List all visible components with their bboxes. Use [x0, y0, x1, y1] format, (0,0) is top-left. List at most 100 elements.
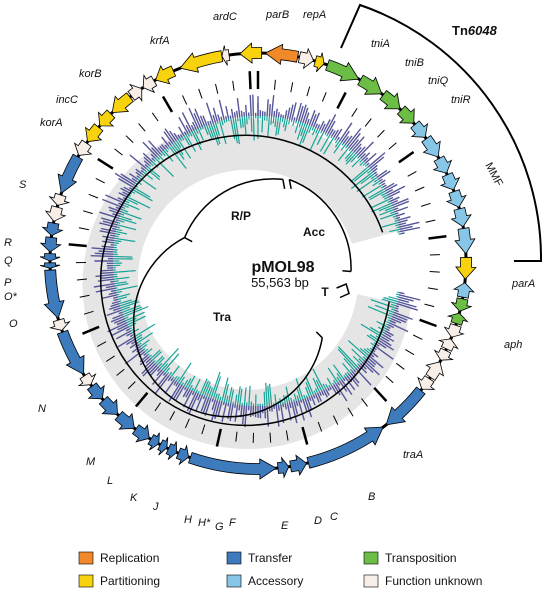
gc-content-bar — [383, 182, 395, 190]
gc-skew-bar — [356, 156, 360, 159]
gc-skew-bar — [121, 306, 131, 311]
gc-content-bar — [113, 317, 126, 324]
gc-skew-bar — [293, 399, 295, 402]
gc-content-bar — [233, 112, 236, 118]
gc-baseline — [100, 134, 390, 427]
gc-skew-bar — [265, 382, 268, 406]
gc-content-bar — [116, 320, 127, 326]
gc-content-bar — [327, 387, 330, 392]
gc-skew-bar — [156, 357, 165, 366]
gc-skew-bar — [221, 377, 229, 402]
gc-skew-bar — [337, 348, 357, 369]
gc-content-bar — [335, 383, 348, 402]
gc-skew-bar — [305, 395, 308, 398]
gc-content-bar — [293, 117, 296, 121]
gc-skew-bar — [193, 378, 201, 392]
gc-skew-bar — [312, 368, 325, 391]
gc-content-bar — [397, 298, 410, 303]
gc-skew-bar — [395, 293, 400, 296]
scale-tick — [427, 287, 438, 290]
gc-skew-bar — [204, 125, 209, 136]
gene-label-ardC: ardC — [213, 11, 237, 23]
scale-tick — [201, 424, 206, 435]
gc-skew-bar — [390, 303, 397, 307]
gc-content-bar — [243, 112, 246, 117]
gc-skew-bar — [319, 134, 331, 152]
scale-tick — [347, 407, 354, 417]
gc-content-bar — [286, 402, 292, 421]
gene-label-Hstar: H* — [198, 517, 211, 529]
gene-arrow-krfA — [155, 64, 177, 85]
gene-label-Q: Q — [4, 255, 13, 267]
gc-content-bar — [395, 212, 406, 217]
gc-skew-bar — [356, 177, 377, 192]
gc-content-bar — [95, 287, 116, 293]
gc-content-bar — [244, 405, 248, 428]
gene-arrow-gene-u10 — [44, 205, 67, 222]
gc-skew-bar — [381, 298, 397, 305]
scale-tick — [248, 71, 252, 90]
gc-content-bar — [280, 114, 282, 118]
gene-label-B: B — [368, 491, 375, 503]
gc-content-bar — [109, 305, 121, 310]
gc-content-bar — [376, 169, 388, 179]
gc-skew-bar — [130, 329, 134, 332]
gc-skew-bar — [115, 285, 138, 291]
gc-content-bar — [302, 398, 308, 413]
gc-skew-bar — [176, 376, 180, 382]
gc-skew-bar — [156, 156, 161, 160]
legend-label-replication: Replication — [100, 551, 159, 565]
gc-content-bar — [323, 119, 331, 133]
gc-content-bar — [128, 186, 133, 190]
gc-skew-bar — [120, 213, 125, 216]
gc-skew-bar — [230, 389, 235, 404]
gc-skew-bar — [282, 118, 286, 128]
gene-arrow-mmf-6 — [450, 207, 472, 228]
gc-skew-bar — [127, 315, 146, 326]
gc-content-bar — [396, 216, 401, 220]
gc-skew-bar — [381, 222, 399, 228]
gc-skew-bar — [362, 162, 366, 167]
gc-content-bar — [102, 198, 124, 209]
gc-content-bar — [161, 136, 170, 147]
gc-skew-bar — [269, 383, 273, 406]
gc-content-bar — [388, 196, 394, 200]
gc-content-bar — [193, 113, 202, 129]
gc-content-bar — [167, 376, 172, 382]
legend-label-partitioning: Partitioning — [100, 574, 160, 588]
gc-skew-bar — [119, 299, 132, 305]
gc-skew-bar — [298, 122, 302, 128]
gc-content-bar — [355, 146, 362, 155]
gc-skew-bar — [360, 173, 375, 185]
gc-skew-bar — [234, 394, 238, 405]
gene-arrow-repA — [264, 43, 300, 66]
gc-skew-bar — [143, 171, 154, 180]
gc-skew-bar — [350, 166, 369, 183]
gc-skew-bar — [165, 367, 171, 374]
gc-skew-bar — [243, 116, 247, 135]
gene-label-O: O — [9, 318, 18, 330]
gc-content-bar — [217, 114, 221, 122]
gc-skew-bar — [397, 231, 401, 233]
gc-skew-bar — [148, 164, 152, 167]
gc-content-bar — [325, 388, 330, 396]
gc-skew-bar — [116, 228, 123, 232]
gene-arrow-Q — [39, 236, 62, 253]
gc-skew-bar — [210, 123, 219, 146]
gc-content-bar — [182, 387, 189, 398]
gc-content-bar — [308, 396, 312, 402]
gc-content-bar — [194, 108, 204, 128]
region-acc-end-tick — [342, 270, 352, 273]
gc-skew-bar — [353, 168, 371, 182]
gc-content-bar — [227, 402, 230, 407]
gc-content-bar — [202, 115, 208, 126]
gc-content-bar — [394, 309, 399, 313]
gc-skew-bar — [144, 169, 148, 173]
gc-skew-bar — [332, 382, 335, 385]
gc-content-bar — [109, 234, 116, 237]
gc-content-bar — [209, 120, 212, 125]
scale-tick — [285, 430, 289, 441]
scale-tick — [198, 88, 203, 99]
gc-content-bar — [211, 399, 217, 411]
gene-label-tniB: tniB — [405, 57, 424, 69]
